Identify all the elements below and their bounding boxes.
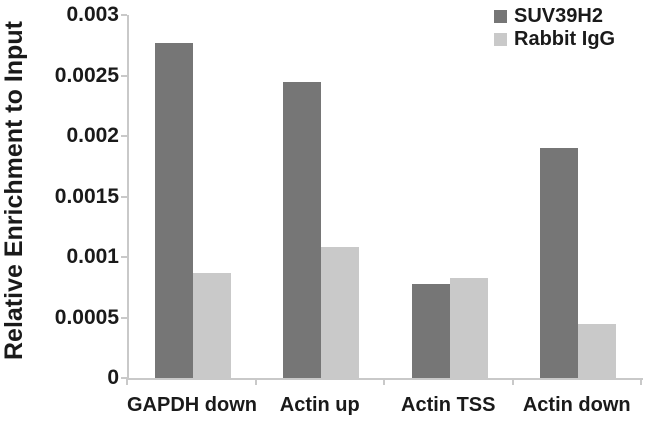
y-tick-mark-0-001 [121, 256, 127, 258]
bar-suv39h2-actin-up [283, 81, 322, 378]
y-tick-label-0-0025: 0.0025 [54, 63, 119, 87]
bar-suv39h2-actin-down [540, 148, 579, 378]
bar-rabbit-igg-actin-down [578, 323, 617, 378]
legend-swatch-rabbit-igg [494, 33, 507, 46]
x-cat-label-actin-up: Actin up [279, 394, 360, 416]
x-cat-label-actin-down: Actin down [522, 394, 631, 416]
legend-item-rabbit-igg: Rabbit IgG [494, 28, 615, 51]
x-tick-mark-3 [511, 378, 514, 385]
legend-item-suv39h2: SUV39H2 [494, 5, 615, 28]
y-tick-label-0-002: 0.002 [66, 124, 119, 147]
bar-suv39h2-gapdh-down [154, 42, 193, 378]
bar-suv39h2-actin-tss [411, 283, 450, 378]
legend-label-rabbit-igg: Rabbit IgG [514, 28, 616, 50]
bar-rabbit-igg-gapdh-down [192, 272, 231, 378]
y-tick-mark-0-003 [121, 14, 127, 16]
x-tick-mark-0 [126, 378, 128, 385]
y-tick-label-0-0005: 0.0005 [54, 305, 119, 329]
y-tick-label-0-001: 0.001 [66, 245, 119, 268]
legend: SUV39H2 Rabbit IgG [494, 5, 615, 51]
y-tick-label-0-0015: 0.0015 [54, 184, 119, 208]
x-cat-label-actin-tss: Actin TSS [401, 394, 496, 416]
y-axis-line [127, 15, 129, 380]
legend-label-suv39h2: SUV39H2 [514, 5, 603, 27]
y-tick-mark-0-0015 [121, 195, 127, 198]
y-tick-mark-0 [121, 377, 127, 379]
x-axis-line [127, 378, 643, 380]
bar-rabbit-igg-actin-tss [449, 277, 488, 378]
y-tick-label-0: 0 [107, 366, 119, 389]
x-tick-mark-2 [383, 378, 385, 385]
y-tick-mark-0-0005 [121, 316, 127, 319]
x-tick-mark-1 [254, 378, 257, 385]
bar-rabbit-igg-actin-up [321, 247, 360, 378]
y-tick-label-0-003: 0.003 [66, 3, 119, 26]
x-tick-mark-4 [640, 378, 642, 385]
y-tick-mark-0-0025 [121, 74, 127, 77]
legend-swatch-suv39h2 [494, 10, 507, 23]
y-tick-mark-0-002 [121, 135, 127, 137]
x-cat-label-gapdh-down: GAPDH down [127, 394, 257, 416]
